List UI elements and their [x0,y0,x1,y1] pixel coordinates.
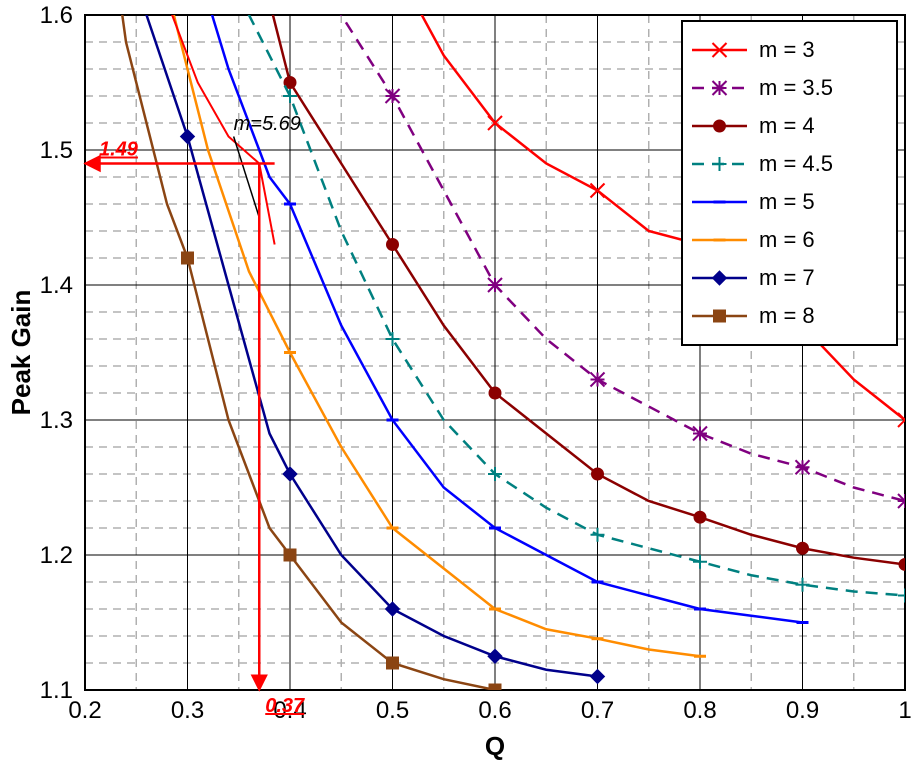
x-axis-label: Q [485,731,505,761]
legend-label: m = 8 [759,303,815,328]
annotation-value-y: 1.49 [99,139,139,161]
legend-label: m = 6 [759,227,815,252]
annotation-value-x: 0.37 [265,695,305,717]
svg-text:0.3: 0.3 [171,697,204,724]
svg-text:0.6: 0.6 [478,697,511,724]
svg-text:0.7: 0.7 [581,697,614,724]
legend-label: m = 3.5 [759,75,833,100]
y-axis-label: Peak Gain [6,290,36,416]
chart-container: 0.20.30.40.50.60.70.80.911.11.21.31.41.5… [0,0,917,780]
legend-label: m = 4.5 [759,151,833,176]
chart-svg: 0.20.30.40.50.60.70.80.911.11.21.31.41.5… [0,0,917,780]
svg-text:1.5: 1.5 [40,137,73,164]
svg-text:1: 1 [898,697,911,724]
legend-label: m = 4 [759,113,815,138]
legend-label: m = 3 [759,37,815,62]
svg-text:1.2: 1.2 [40,542,73,569]
annotation-m-label: m=5.69 [234,113,301,135]
legend: m = 3 m = 3.5 m = 4 m = 4.5 m = 5 m = 6 m = 7 m… [682,21,897,345]
svg-text:0.5: 0.5 [376,697,409,724]
svg-text:1.1: 1.1 [40,677,73,704]
svg-text:1.4: 1.4 [40,272,73,299]
svg-text:1.6: 1.6 [40,2,73,29]
legend-label: m = 5 [759,189,815,214]
legend-label: m = 7 [759,265,815,290]
svg-text:0.8: 0.8 [683,697,716,724]
svg-text:1.3: 1.3 [40,407,73,434]
svg-text:0.2: 0.2 [68,697,101,724]
svg-text:0.9: 0.9 [786,697,819,724]
